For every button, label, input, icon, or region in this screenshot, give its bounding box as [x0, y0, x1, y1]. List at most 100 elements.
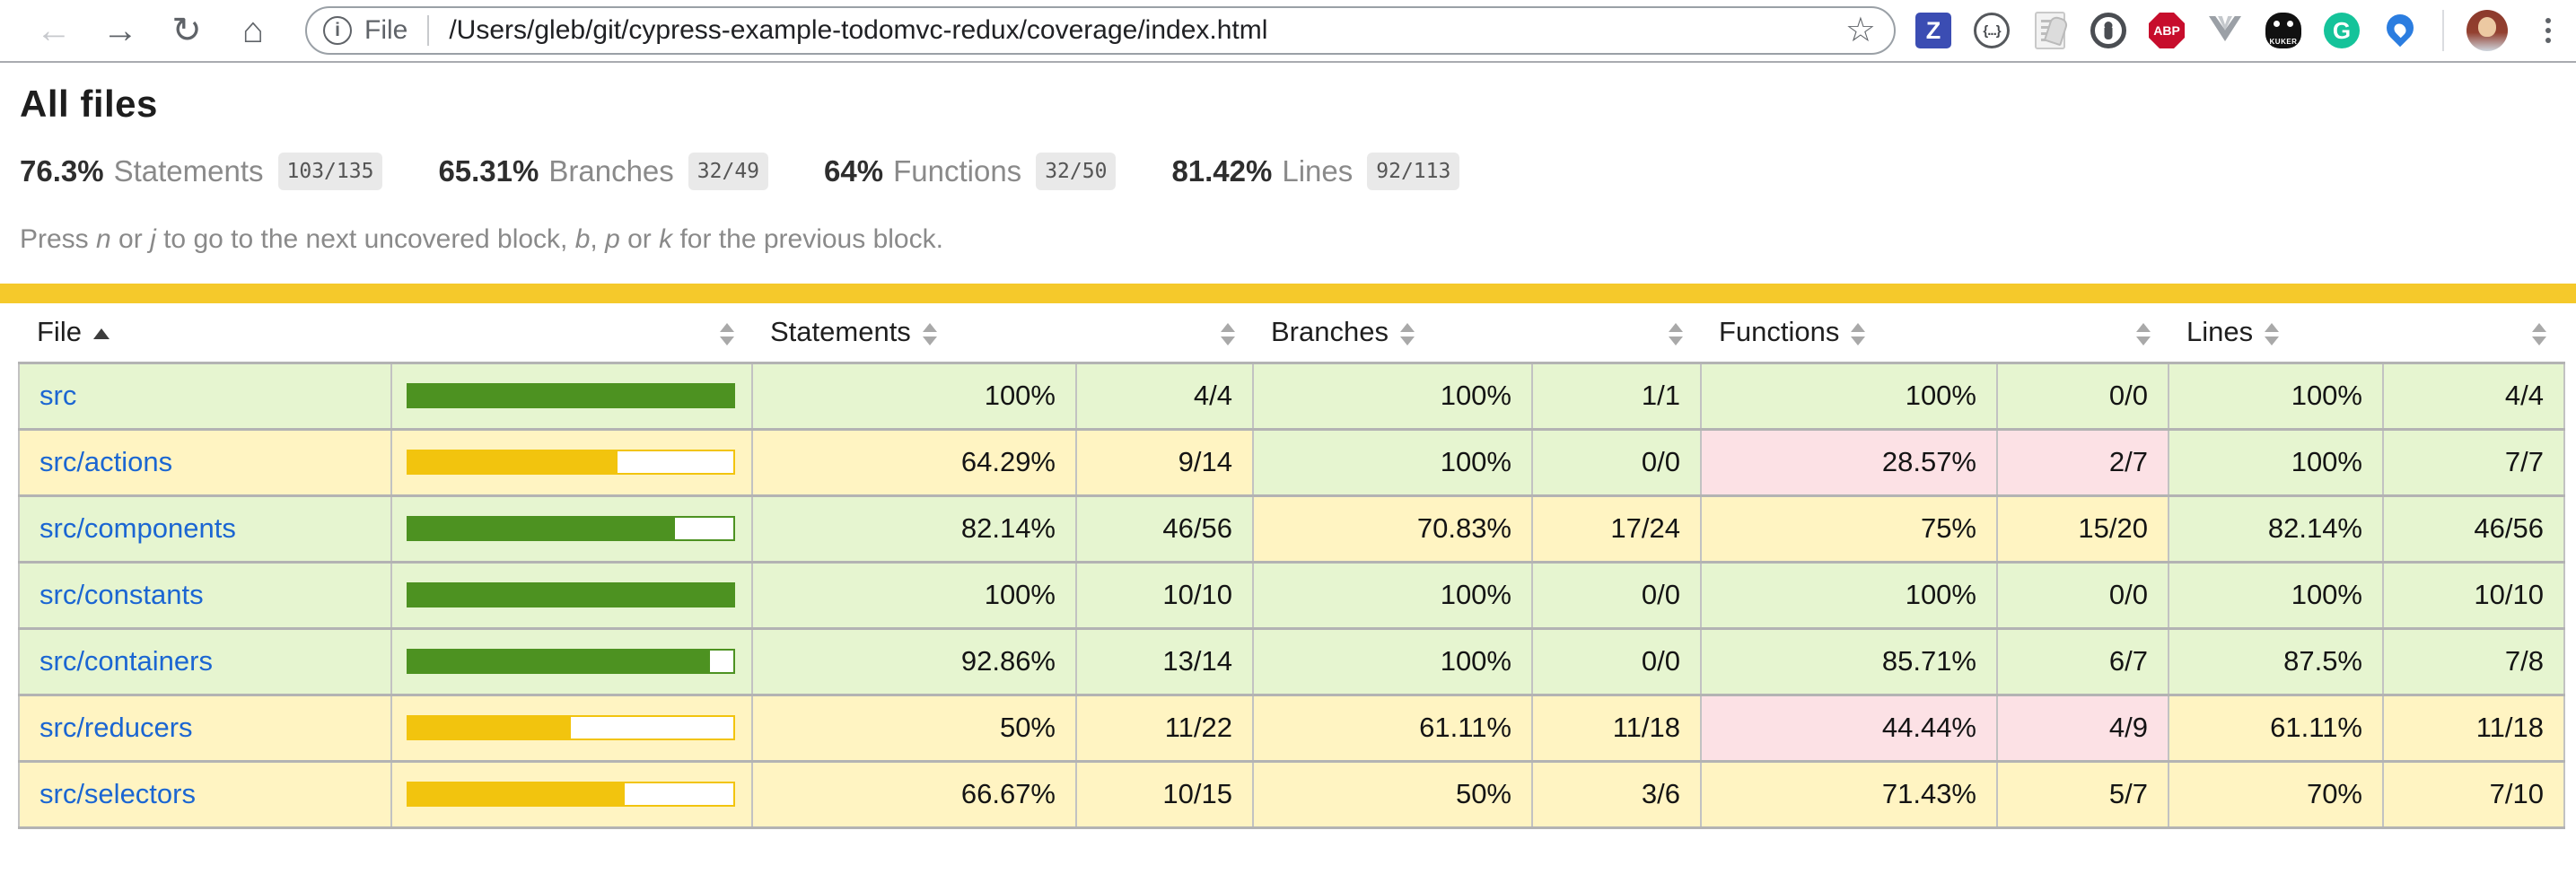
- column-header-statements[interactable]: Statements: [752, 303, 1076, 363]
- browser-menu-button[interactable]: [2530, 11, 2566, 50]
- sort-icon: [1221, 322, 1235, 345]
- page-title: All files: [20, 83, 158, 125]
- coverage-bar: [407, 516, 735, 541]
- column-header-lines[interactable]: Lines: [2169, 303, 2383, 363]
- lines-pct-cell: 100%: [2168, 427, 2384, 496]
- table-row: src/actions 64.29% 9/14 100% 0/0 28.57% 2/7 100…: [18, 427, 2565, 496]
- summary-fraction: 32/50: [1036, 153, 1117, 190]
- help-text-part: ,: [590, 224, 606, 254]
- bookmark-star-icon[interactable]: ☆: [1844, 12, 1876, 49]
- statements-fraction-cell: 46/56: [1075, 494, 1254, 563]
- file-link[interactable]: src/reducers: [39, 712, 193, 743]
- functions-fraction-cell: 5/7: [1996, 759, 2169, 829]
- coverage-bar-fill: [408, 518, 676, 539]
- status-line: [0, 284, 2576, 303]
- file-link[interactable]: src/containers: [39, 645, 213, 677]
- coverage-table-body: src 100% 4/4 100% 1/1 100% 0/0 100% 4/4 src/actio…: [18, 361, 2565, 829]
- statements-pct-cell: 66.67%: [751, 759, 1077, 829]
- branches-pct-cell: 100%: [1252, 361, 1533, 430]
- sort-icon: [1851, 322, 1866, 345]
- lines-pct-cell: 100%: [2168, 361, 2384, 430]
- onepassword-extension-icon[interactable]: [2090, 13, 2126, 48]
- page-info-icon[interactable]: i: [323, 16, 352, 45]
- table-row: src/reducers 50% 11/22 61.11% 11/18 44.44% 4/9…: [18, 693, 2565, 762]
- lines-fraction-cell: 46/56: [2382, 494, 2565, 563]
- summary-label: Statements: [113, 154, 264, 188]
- sort-icon: [922, 322, 937, 345]
- functions-pct-cell: 100%: [1700, 560, 1998, 629]
- functions-pct-cell: 75%: [1700, 494, 1998, 563]
- file-link[interactable]: src/constants: [39, 579, 204, 610]
- file-cell: src/selectors: [18, 759, 392, 829]
- help-text-part: or: [110, 224, 151, 254]
- lines-pct-cell: 82.14%: [2168, 494, 2384, 563]
- statements-fraction-cell: 9/14: [1075, 427, 1254, 496]
- branches-fraction-cell: 11/18: [1531, 693, 1702, 762]
- z-extension-icon[interactable]: Z: [1915, 13, 1951, 48]
- grammarly-extension-icon[interactable]: G: [2324, 13, 2360, 48]
- file-cell: src: [18, 361, 392, 430]
- file-cell: src/reducers: [18, 693, 392, 762]
- table-row: src/containers 92.86% 13/14 100% 0/0 85.71% 6/…: [18, 626, 2565, 695]
- chart-cell: [390, 361, 753, 430]
- statements-fraction-cell: 10/15: [1075, 759, 1254, 829]
- column-header-functions[interactable]: Functions: [1701, 303, 1997, 363]
- coverage-bar: [407, 649, 735, 674]
- file-link[interactable]: src/components: [39, 512, 236, 544]
- statements-fraction-cell: 11/22: [1075, 693, 1254, 762]
- sort-icon: [2265, 322, 2280, 345]
- summary-label: Functions: [893, 154, 1022, 188]
- kbd-key: n: [96, 224, 111, 254]
- scroll-extension-icon[interactable]: [2035, 12, 2065, 49]
- functions-pct-cell: 71.43%: [1700, 759, 1998, 829]
- coverage-bar-fill: [408, 385, 733, 406]
- branches-pct-cell: 61.11%: [1252, 693, 1533, 762]
- column-header-branches[interactable]: Branches: [1253, 303, 1532, 363]
- column-header-file[interactable]: File: [19, 303, 391, 363]
- kuker-extension-icon[interactable]: KUKER: [2265, 13, 2301, 48]
- json-formatter-extension-icon[interactable]: {...}: [1974, 13, 2010, 48]
- file-link[interactable]: src: [39, 380, 77, 411]
- adblock-plus-extension-icon[interactable]: ABP: [2149, 13, 2185, 48]
- file-link[interactable]: src/selectors: [39, 778, 196, 809]
- file-link[interactable]: src/actions: [39, 446, 173, 477]
- sort-icon: [2136, 322, 2151, 345]
- chart-cell: [390, 494, 753, 563]
- forward-button[interactable]: →: [102, 11, 138, 50]
- column-header-chart[interactable]: [391, 303, 752, 363]
- chart-cell: [390, 560, 753, 629]
- home-button[interactable]: ⌂: [241, 11, 265, 50]
- summary-item-branches: 65.31% Branches 32/49: [438, 153, 769, 190]
- address-bar[interactable]: i File /Users/gleb/git/cypress-example-t…: [305, 6, 1896, 55]
- blue-flame-extension-icon[interactable]: [2384, 13, 2416, 48]
- lines-fraction-cell: 7/7: [2382, 427, 2565, 496]
- summary-item-statements: 76.3% Statements 103/135: [20, 153, 383, 190]
- coverage-bar: [407, 383, 735, 408]
- lines-fraction-cell: 10/10: [2382, 560, 2565, 629]
- column-header-statements-fraction[interactable]: [1076, 303, 1253, 363]
- branches-pct-cell: 50%: [1252, 759, 1533, 829]
- summary-label: Branches: [548, 154, 674, 188]
- functions-fraction-cell: 0/0: [1996, 560, 2169, 629]
- coverage-bar: [407, 450, 735, 475]
- vue-devtools-extension-icon[interactable]: [2207, 13, 2243, 48]
- reload-button[interactable]: ↻: [171, 11, 202, 50]
- lines-pct-cell: 87.5%: [2168, 626, 2384, 695]
- back-button[interactable]: ←: [36, 11, 72, 50]
- help-text-part: or: [619, 224, 660, 254]
- statements-pct-cell: 64.29%: [751, 427, 1077, 496]
- column-header-label: Lines: [2186, 316, 2254, 348]
- branches-fraction-cell: 1/1: [1531, 361, 1702, 430]
- sort-icon: [2532, 322, 2546, 345]
- column-header-lines-fraction[interactable]: [2383, 303, 2564, 363]
- profile-avatar[interactable]: [2466, 10, 2508, 51]
- summary-item-functions: 64% Functions 32/50: [824, 153, 1117, 190]
- coverage-bar-fill: [408, 651, 711, 672]
- url-text[interactable]: /Users/gleb/git/cypress-example-todomvc-…: [449, 15, 1268, 45]
- statements-pct-cell: 100%: [751, 560, 1077, 629]
- column-header-functions-fraction[interactable]: [1997, 303, 2169, 363]
- coverage-bar: [407, 582, 735, 607]
- summary-fraction: 103/135: [277, 153, 383, 190]
- functions-pct-cell: 28.57%: [1700, 427, 1998, 496]
- column-header-branches-fraction[interactable]: [1532, 303, 1701, 363]
